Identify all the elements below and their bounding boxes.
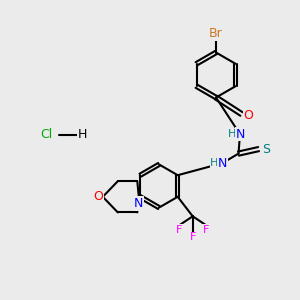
Text: O: O	[243, 109, 253, 122]
Text: F: F	[190, 232, 196, 242]
Text: Br: Br	[209, 27, 223, 40]
Text: H: H	[210, 158, 219, 168]
Text: N: N	[134, 197, 143, 210]
Text: O: O	[93, 190, 103, 203]
Text: H: H	[78, 128, 87, 142]
Text: N: N	[235, 128, 245, 141]
Text: F: F	[176, 225, 182, 235]
Text: H: H	[227, 129, 236, 139]
Text: Cl: Cl	[40, 128, 52, 142]
Text: S: S	[262, 142, 270, 156]
Text: F: F	[203, 225, 209, 235]
Text: N: N	[218, 157, 227, 170]
